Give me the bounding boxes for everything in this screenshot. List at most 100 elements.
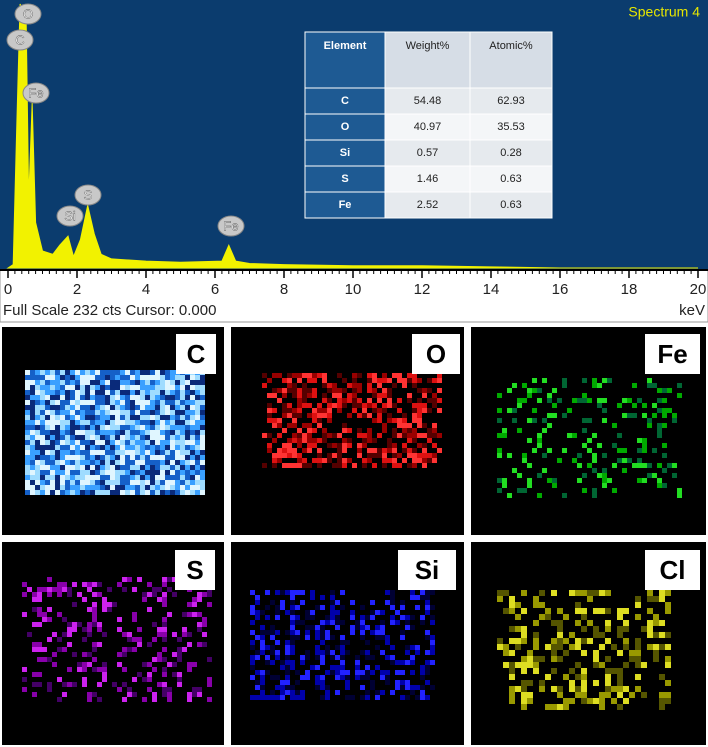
map-pixel [152, 667, 157, 672]
map-pixel [35, 455, 40, 460]
table-value: 40.97 [414, 121, 442, 133]
map-pixel [60, 375, 65, 380]
map-pixel [50, 400, 55, 405]
map-pixel [300, 655, 305, 660]
table-value: O [341, 121, 350, 133]
map-pixel [110, 450, 115, 455]
map-pixel [65, 410, 70, 415]
map-pixel [432, 378, 437, 383]
map-pixel [100, 405, 105, 410]
map-pixel [425, 670, 430, 675]
map-pixel [537, 398, 542, 403]
map-pixel [85, 465, 90, 470]
map-pixel [285, 630, 290, 635]
map-pixel [557, 620, 563, 626]
map-pixel [365, 640, 370, 645]
map-pixel [382, 373, 387, 378]
map-pixel [265, 590, 270, 595]
map-pixel [162, 582, 167, 587]
map-pixel [70, 490, 75, 495]
map-pixel [30, 415, 35, 420]
map-pixel [327, 408, 332, 413]
map-pixel [605, 668, 611, 674]
map-pixel [35, 415, 40, 420]
map-pixel [327, 458, 332, 463]
map-pixel [287, 453, 292, 458]
peak-label: Si [64, 208, 76, 223]
map-pixel [22, 582, 27, 587]
map-pixel [611, 698, 617, 704]
map-pixel [539, 656, 545, 662]
map-pixel [597, 443, 602, 448]
map-pixel [372, 403, 377, 408]
map-pixel [292, 438, 297, 443]
map-pixel [317, 463, 322, 468]
map-pixel [342, 428, 347, 433]
map-pixel [127, 692, 132, 697]
map-pixel [320, 685, 325, 690]
map-pixel [307, 423, 312, 428]
map-pixel [145, 485, 150, 490]
map-pixel [347, 398, 352, 403]
map-pixel [255, 600, 260, 605]
map-pixel [40, 445, 45, 450]
map-pixel [47, 607, 52, 612]
map-pixel [557, 656, 563, 662]
map-pixel [37, 682, 42, 687]
map-pixel [297, 398, 302, 403]
map-pixel [377, 413, 382, 418]
map-pixel [250, 695, 255, 700]
map-pixel [130, 450, 135, 455]
map-pixel [387, 393, 392, 398]
map-pixel [145, 435, 150, 440]
map-pixel [45, 380, 50, 385]
map-pixel [50, 375, 55, 380]
peak-label: O [23, 6, 33, 21]
map-pixel [97, 697, 102, 702]
map-pixel [545, 644, 551, 650]
map-pixel [287, 378, 292, 383]
map-pixel [395, 670, 400, 675]
map-pixel [55, 420, 60, 425]
table-cell [469, 139, 553, 167]
map-pixel [90, 455, 95, 460]
map-pixel [290, 665, 295, 670]
map-pixel [642, 403, 647, 408]
map-pixel [502, 478, 507, 483]
map-pixel [647, 626, 653, 632]
map-pixel [87, 692, 92, 697]
map-pixel [270, 645, 275, 650]
map-pixel [407, 393, 412, 398]
map-pixel [637, 463, 642, 468]
map-pixel [95, 460, 100, 465]
map-pixel [65, 485, 70, 490]
map-pixel [623, 626, 629, 632]
map-pixel [165, 395, 170, 400]
map-pixel [135, 395, 140, 400]
map-pixel [370, 670, 375, 675]
map-pixel [282, 378, 287, 383]
map-pixel [611, 668, 617, 674]
map-pixel [377, 448, 382, 453]
map-pixel [647, 644, 653, 650]
map-pixels [262, 373, 442, 468]
map-pixel [22, 687, 27, 692]
map-pixel [105, 440, 110, 445]
map-pixel [145, 480, 150, 485]
map-pixel [55, 445, 60, 450]
map-pixel [545, 614, 551, 620]
map-pixel [115, 465, 120, 470]
map-pixel [312, 428, 317, 433]
map-pixel [315, 665, 320, 670]
map-pixel [35, 430, 40, 435]
map-pixel [432, 433, 437, 438]
map-pixel [65, 460, 70, 465]
map-pixel [260, 645, 265, 650]
map-pixel [75, 465, 80, 470]
map-pixel [270, 675, 275, 680]
map-pixel [95, 390, 100, 395]
map-pixel [25, 380, 30, 385]
map-pixel [295, 695, 300, 700]
map-pixel [635, 644, 641, 650]
map-pixel [569, 686, 575, 692]
